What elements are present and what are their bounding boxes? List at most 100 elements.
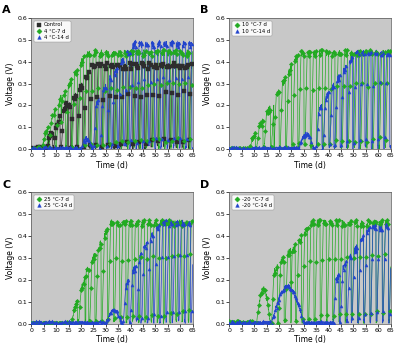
- 4 °C-14 d: [74, 145, 78, 149]
- 10 °C-14 d: [295, 146, 300, 150]
- -20 °C-7 d: [227, 319, 232, 323]
- Legend: Control, 4 °C-7 d, 4 °C-14 d: Control, 4 °C-7 d, 4 °C-14 d: [34, 21, 70, 42]
- 25 °C-7 d: [114, 256, 118, 260]
- Control: [29, 146, 34, 150]
- -20 °C-7 d: [354, 218, 358, 222]
- -20 °C-14 d: [272, 314, 276, 318]
- 4 °C-14 d: [98, 133, 103, 137]
- X-axis label: Time (d): Time (d): [294, 335, 326, 344]
- 10 °C-14 d: [296, 147, 301, 151]
- -20 °C-14 d: [311, 321, 316, 326]
- Y-axis label: Voltage (V): Voltage (V): [6, 62, 14, 105]
- Y-axis label: Voltage (V): Voltage (V): [204, 237, 212, 279]
- 4 °C-7 d: [74, 72, 78, 76]
- -20 °C-14 d: [296, 303, 301, 307]
- -20 °C-7 d: [296, 238, 301, 242]
- 4 °C-7 d: [39, 147, 44, 151]
- 25 °C-14 d: [72, 320, 77, 324]
- Text: C: C: [2, 180, 10, 190]
- Legend: 25 °C-7 d, 25 °C-14 d: 25 °C-7 d, 25 °C-14 d: [34, 195, 74, 210]
- 4 °C-7 d: [148, 49, 153, 54]
- 10 °C-14 d: [311, 147, 316, 151]
- 4 °C-14 d: [189, 42, 194, 46]
- 25 °C-7 d: [156, 314, 160, 318]
- -20 °C-7 d: [334, 218, 338, 222]
- Text: A: A: [2, 5, 11, 15]
- Text: D: D: [200, 180, 210, 190]
- 4 °C-7 d: [189, 83, 194, 87]
- 4 °C-14 d: [157, 39, 162, 43]
- 4 °C-14 d: [132, 39, 137, 43]
- Line: -20 °C-14 d: -20 °C-14 d: [228, 223, 391, 325]
- 25 °C-7 d: [69, 321, 74, 326]
- 25 °C-7 d: [74, 302, 78, 306]
- -20 °C-14 d: [269, 321, 274, 326]
- -20 °C-14 d: [354, 249, 358, 253]
- -20 °C-7 d: [387, 309, 392, 313]
- 25 °C-7 d: [189, 219, 194, 223]
- 10 °C-7 d: [348, 84, 352, 89]
- Control: [44, 147, 49, 151]
- 25 °C-14 d: [189, 309, 194, 313]
- 4 °C-14 d: [114, 69, 118, 73]
- 25 °C-7 d: [148, 223, 153, 227]
- -20 °C-7 d: [380, 218, 384, 222]
- 10 °C-7 d: [355, 53, 360, 57]
- -20 °C-14 d: [384, 222, 388, 226]
- 10 °C-14 d: [354, 50, 358, 54]
- Text: B: B: [200, 5, 209, 15]
- 25 °C-14 d: [114, 308, 118, 313]
- 10 °C-7 d: [311, 50, 316, 54]
- Control: [189, 62, 194, 66]
- 25 °C-7 d: [98, 242, 103, 246]
- X-axis label: Time (d): Time (d): [96, 161, 128, 170]
- -20 °C-7 d: [311, 222, 316, 226]
- -20 °C-7 d: [252, 321, 256, 326]
- Line: 25 °C-14 d: 25 °C-14 d: [30, 219, 193, 325]
- 4 °C-7 d: [29, 147, 34, 151]
- 25 °C-7 d: [29, 321, 34, 325]
- 4 °C-14 d: [62, 147, 67, 151]
- 25 °C-7 d: [136, 219, 141, 223]
- Control: [147, 61, 152, 65]
- 10 °C-14 d: [270, 146, 275, 150]
- 25 °C-14 d: [148, 238, 153, 243]
- 4 °C-14 d: [137, 40, 142, 44]
- 4 °C-7 d: [114, 140, 118, 144]
- X-axis label: Time (d): Time (d): [294, 161, 326, 170]
- -20 °C-7 d: [346, 222, 351, 226]
- 4 °C-7 d: [161, 48, 166, 52]
- Control: [74, 94, 78, 98]
- Legend: 10 °C-7 d, 10 °C-14 d: 10 °C-7 d, 10 °C-14 d: [232, 21, 272, 36]
- Control: [98, 62, 103, 66]
- Line: 10 °C-14 d: 10 °C-14 d: [228, 49, 391, 151]
- Legend: -20 °C-7 d, -20 °C-14 d: -20 °C-7 d, -20 °C-14 d: [232, 195, 274, 210]
- Y-axis label: Voltage (V): Voltage (V): [6, 237, 14, 279]
- 25 °C-14 d: [136, 287, 141, 291]
- Line: 4 °C-7 d: 4 °C-7 d: [30, 48, 193, 151]
- 4 °C-7 d: [98, 53, 103, 57]
- X-axis label: Time (d): Time (d): [96, 335, 128, 344]
- 4 °C-7 d: [136, 49, 141, 53]
- 10 °C-14 d: [387, 53, 392, 57]
- 25 °C-14 d: [163, 218, 168, 223]
- Line: -20 °C-7 d: -20 °C-7 d: [228, 218, 391, 325]
- 10 °C-7 d: [227, 147, 232, 151]
- 10 °C-7 d: [272, 147, 276, 151]
- 4 °C-7 d: [156, 49, 160, 53]
- -20 °C-14 d: [387, 312, 392, 316]
- Line: Control: Control: [30, 61, 193, 151]
- 4 °C-14 d: [150, 40, 154, 44]
- 25 °C-14 d: [29, 321, 34, 325]
- 10 °C-7 d: [296, 141, 301, 146]
- 10 °C-14 d: [355, 48, 360, 52]
- Control: [150, 138, 154, 142]
- 10 °C-14 d: [334, 105, 338, 109]
- 10 °C-7 d: [342, 48, 347, 52]
- -20 °C-7 d: [272, 272, 276, 276]
- 10 °C-14 d: [227, 146, 232, 150]
- Control: [114, 95, 118, 99]
- -20 °C-14 d: [227, 321, 232, 325]
- 10 °C-7 d: [334, 138, 338, 142]
- Line: 4 °C-14 d: 4 °C-14 d: [30, 40, 193, 150]
